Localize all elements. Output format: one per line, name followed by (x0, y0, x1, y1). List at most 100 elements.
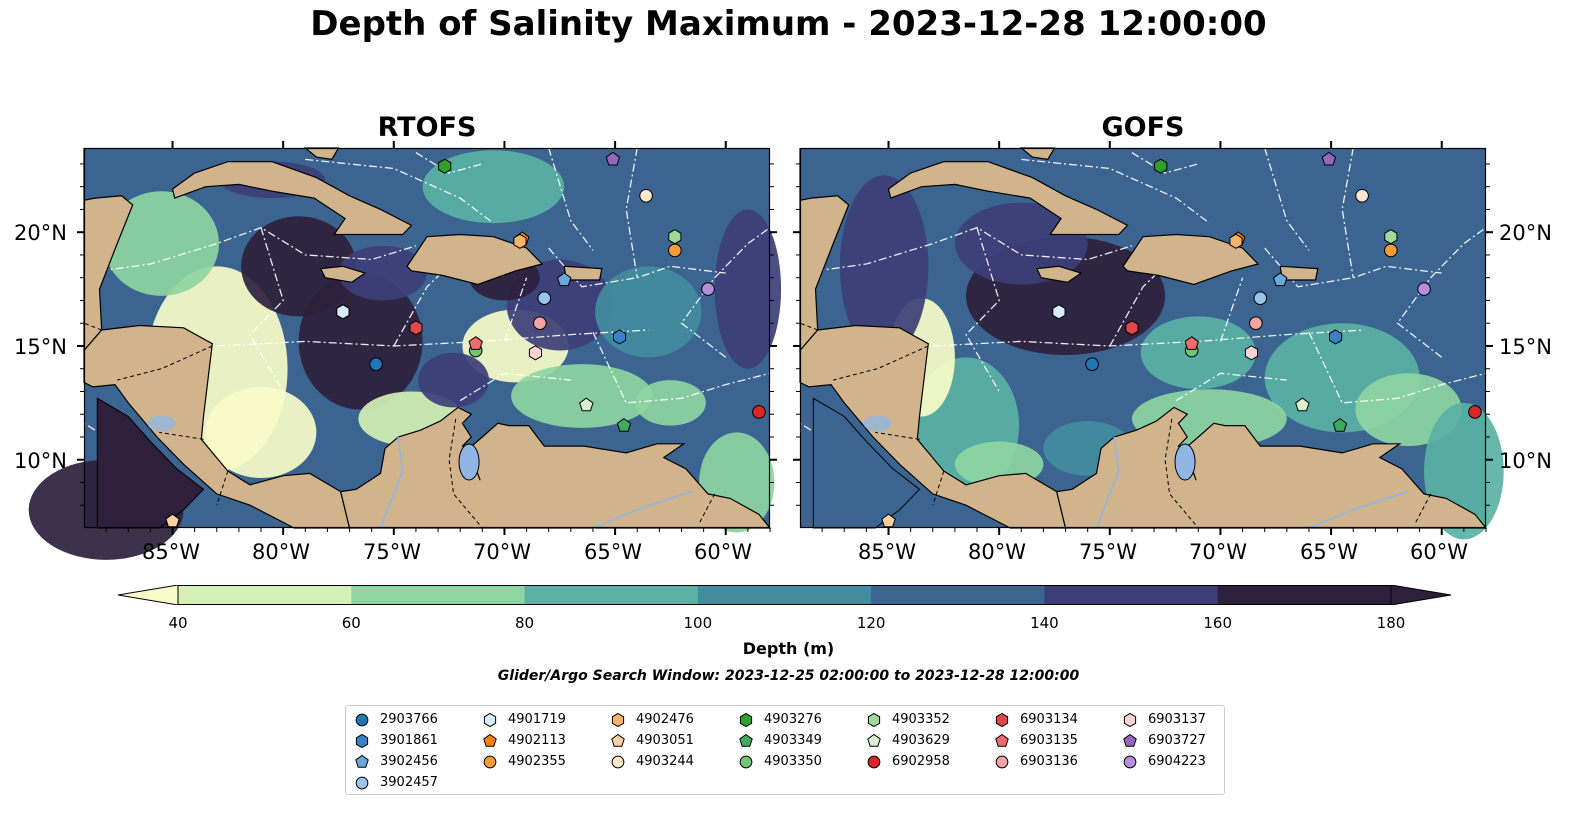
lon-label-85-gofs: 85°W (858, 540, 916, 564)
figure-title: Depth of Salinity Maximum - 2023-12-28 1… (310, 4, 1267, 44)
panel-title-gofs: GOFS (1101, 112, 1185, 143)
float-marker-3902456 (1272, 272, 1288, 287)
float-marker-4902476 (1229, 233, 1243, 249)
legend-marker-circle-icon (355, 713, 369, 726)
legend-marker-circle-icon (867, 755, 881, 768)
legend-item: 3902456 (354, 751, 438, 772)
float-marker-6902958 (752, 405, 766, 419)
legend-marker-pentagon-icon (995, 733, 1009, 747)
lon-label-85-rtofs: 85°W (142, 540, 200, 564)
lat-label-15-left: 15°N (14, 335, 67, 359)
rtofs-map-canvas (28, 141, 782, 560)
float-marker-4903276 (438, 158, 452, 174)
legend-item: 6902958 (866, 751, 950, 772)
float-marker-4903276 (1154, 158, 1168, 174)
legend-label: 3902457 (380, 775, 438, 790)
lon-label-70-gofs: 70°W (1189, 540, 1247, 564)
legend-marker-4903629 (867, 733, 881, 747)
float-marker-4903352 (668, 229, 682, 245)
legend-marker-4903350 (739, 755, 753, 768)
legend-marker-4903051 (611, 733, 625, 747)
legend-marker-4903349 (739, 733, 753, 747)
float-marker-6903134 (409, 320, 423, 336)
legend-marker-2903766 (355, 713, 369, 726)
legend-marker-circle-icon (611, 755, 625, 768)
float-marker-4903051 (165, 513, 180, 528)
legend-label: 4903244 (636, 754, 694, 769)
legend-marker-4901719 (483, 712, 497, 727)
legend-item: 4901719 (482, 709, 566, 730)
legend-marker-hexagon-icon (995, 712, 1009, 727)
float-marker-4902355 (668, 243, 682, 258)
legend-marker-3902456 (355, 754, 369, 768)
legend-label: 4903349 (764, 733, 822, 748)
lat-label-20-left: 20°N (14, 221, 67, 245)
float-marker-6903137 (528, 345, 542, 361)
legend-item: 6903135 (994, 730, 1078, 751)
lon-label-65-gofs: 65°W (1300, 540, 1358, 564)
legend-marker-4902355 (483, 755, 497, 768)
legend-label: 4902113 (508, 733, 566, 748)
legend-label: 6904223 (1148, 754, 1206, 769)
legend-marker-4903276 (739, 712, 753, 727)
legend-marker-hexagon-icon (1123, 712, 1137, 727)
legend-label: 6903137 (1148, 712, 1206, 727)
legend-marker-4903352 (867, 712, 881, 727)
float-marker-2903766 (1085, 357, 1099, 371)
colorbar-extend-low (117, 584, 179, 606)
legend-marker-circle-icon (1123, 755, 1137, 768)
float-marker-4903629 (1295, 397, 1310, 412)
lon-label-75-rtofs: 75°W (363, 540, 421, 564)
float-marker-3901861 (613, 329, 627, 345)
float-marker-6903727 (1321, 151, 1337, 166)
legend-label: 6903727 (1148, 733, 1206, 748)
lon-label-60-gofs: 60°W (1410, 540, 1468, 564)
legend-label: 4902476 (636, 712, 694, 727)
float-marker-4903244 (1355, 188, 1369, 203)
float-marker-4903349 (616, 417, 632, 432)
float-legend: 2903766 3901861 3902456 3902457 4901719 49021… (345, 705, 1225, 795)
float-marker-6903136 (533, 316, 547, 331)
legend-marker-hexagon-icon (355, 733, 369, 748)
legend-item: 4903349 (738, 730, 822, 751)
lon-label-80-rtofs: 80°W (252, 540, 310, 564)
legend-label: 4903350 (764, 754, 822, 769)
legend-label: 4903276 (764, 712, 822, 727)
lon-label-65-rtofs: 65°W (584, 540, 642, 564)
colorbar-tick-label: 140 (1030, 614, 1059, 632)
legend-marker-4903244 (611, 755, 625, 768)
colorbar-segment (351, 585, 526, 605)
legend-item: 3902457 (354, 772, 438, 793)
float-marker-6903135 (468, 336, 483, 350)
legend-label: 4901719 (508, 712, 566, 727)
legend-item: 2903766 (354, 709, 438, 730)
legend-marker-3902457 (355, 776, 369, 789)
legend-marker-6903134 (995, 712, 1009, 727)
legend-label: 4903629 (892, 733, 950, 748)
legend-item: 4903350 (738, 751, 822, 772)
lat-label-10-left: 10°N (14, 449, 67, 473)
float-marker-6903727 (605, 151, 621, 166)
map-panel-gofs (793, 141, 1504, 540)
lat-label-15-right: 15°N (1499, 335, 1552, 359)
legend-marker-pentagon-icon (867, 733, 881, 747)
float-marker-4903244 (639, 188, 653, 203)
legend-label: 4903051 (636, 733, 694, 748)
colorbar-segment (871, 585, 1045, 605)
legend-marker-6903727 (1123, 733, 1137, 747)
legend-marker-pentagon-icon (355, 754, 369, 768)
legend-marker-6903136 (995, 755, 1009, 768)
float-marker-6902958 (1468, 405, 1482, 419)
legend-item: 4902113 (482, 730, 566, 751)
legend-label: 6903136 (1020, 754, 1078, 769)
float-marker-3902457 (1253, 291, 1268, 305)
legend-marker-circle-icon (739, 755, 753, 768)
float-marker-4903352 (1384, 229, 1398, 245)
gofs-map-canvas (793, 141, 1504, 540)
colorbar (117, 584, 1452, 606)
colorbar-tick-label: 60 (341, 614, 361, 632)
legend-label: 4902355 (508, 754, 566, 769)
legend-marker-pentagon-icon (739, 733, 753, 747)
float-marker-6903134 (1125, 320, 1139, 336)
colorbar-tick-label: 40 (168, 614, 188, 632)
